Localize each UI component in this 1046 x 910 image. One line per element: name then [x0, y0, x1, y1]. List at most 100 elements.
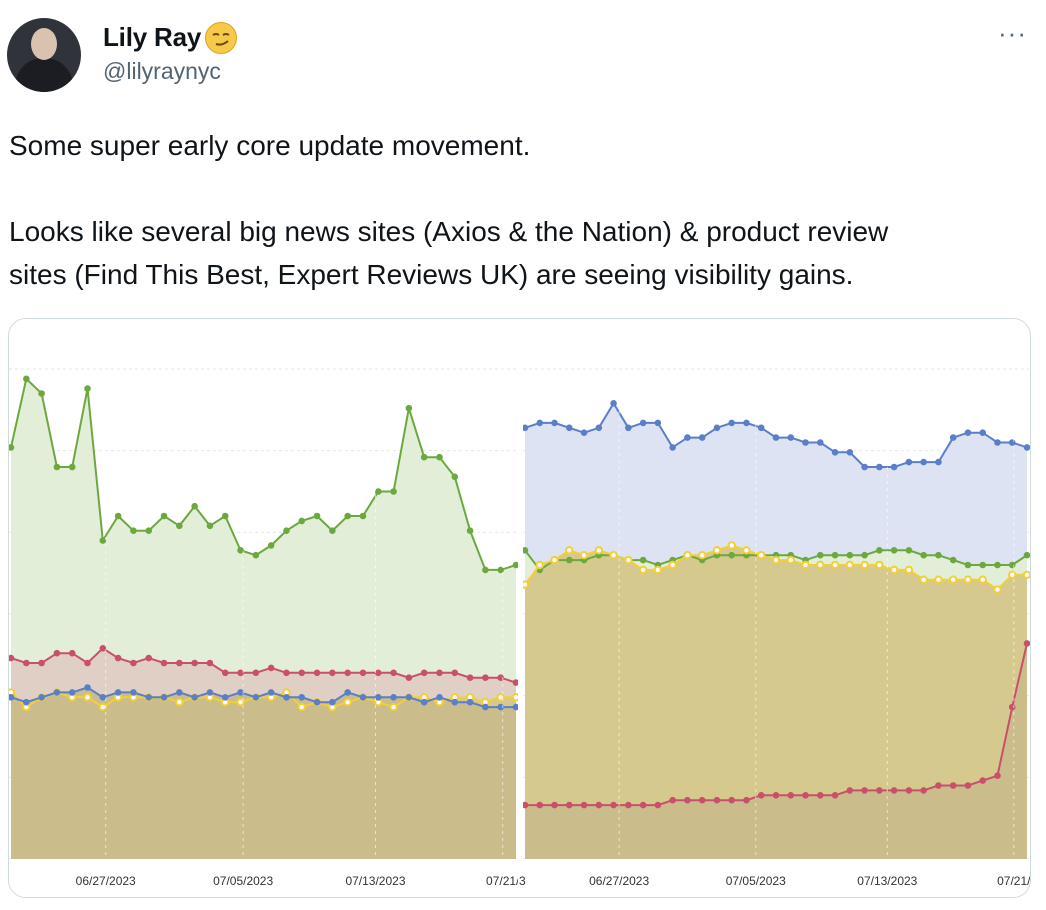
- data-point-blue: [84, 684, 91, 691]
- data-point-red: [920, 787, 927, 794]
- data-point-yellow: [609, 551, 618, 560]
- data-point-red: [595, 801, 603, 809]
- data-point-blue: [831, 449, 839, 456]
- data-point-yellow: [683, 551, 692, 560]
- data-point-yellow: [297, 702, 306, 712]
- data-point-red: [237, 669, 244, 677]
- data-point-red: [979, 777, 987, 784]
- data-point-red: [68, 649, 76, 657]
- data-point-yellow: [535, 560, 544, 570]
- data-point-blue: [466, 698, 474, 706]
- data-point-blue: [23, 698, 30, 706]
- data-point-yellow: [1022, 570, 1030, 579]
- x-tick-label: 07/21/: [486, 874, 520, 888]
- data-point-red: [267, 664, 275, 672]
- data-point-green: [565, 556, 573, 564]
- smirking-face-emoji-icon: [205, 22, 237, 54]
- data-point-blue: [994, 439, 1001, 446]
- data-point-green: [994, 561, 1001, 569]
- data-point-yellow: [948, 575, 958, 584]
- data-point-green: [482, 566, 489, 574]
- x-axis-band: [523, 859, 1029, 897]
- data-point-green: [876, 547, 883, 554]
- data-point-blue: [595, 424, 603, 432]
- data-point-blue: [654, 419, 662, 427]
- data-point-blue: [876, 463, 883, 471]
- data-point-red: [669, 796, 676, 804]
- data-point-red: [949, 782, 957, 789]
- data-point-red: [298, 669, 306, 677]
- media-card[interactable]: 06/27/2023 07/05/2023 07/13/2023 07/21/06/2…: [8, 318, 1031, 898]
- data-point-yellow: [83, 693, 92, 702]
- data-point-red: [313, 669, 321, 677]
- data-point-red: [114, 654, 122, 662]
- data-point-yellow: [236, 698, 245, 707]
- data-point-blue: [580, 429, 588, 436]
- author-handle[interactable]: @lilyraynyc: [103, 58, 221, 84]
- data-point-red: [1023, 640, 1030, 647]
- series-line-blue: [10, 686, 516, 709]
- series-line-green: [10, 376, 517, 571]
- tweet-text-line: Some super early core update movement.: [9, 130, 531, 161]
- data-point-blue: [298, 694, 306, 701]
- avatar[interactable]: [7, 18, 81, 92]
- data-point-green: [466, 527, 474, 534]
- data-point-blue: [846, 449, 854, 456]
- data-point-blue: [160, 694, 168, 701]
- data-point-blue: [816, 439, 824, 446]
- data-point-yellow: [963, 575, 973, 584]
- data-point-yellow: [712, 546, 722, 555]
- data-point-red: [390, 669, 397, 677]
- data-point-yellow: [801, 560, 810, 570]
- data-point-blue: [53, 689, 61, 696]
- data-point-blue: [935, 458, 942, 466]
- chart-panel-1: 06/27/2023 07/05/2023 07/13/2023 07/21/: [9, 319, 521, 897]
- data-point-red: [831, 792, 839, 799]
- data-point-green: [451, 473, 459, 481]
- data-point-yellow: [771, 555, 781, 565]
- more-options-icon[interactable]: ···: [998, 18, 1027, 48]
- data-point-red: [512, 679, 520, 686]
- data-point-yellow: [565, 546, 574, 555]
- data-point-blue: [237, 689, 244, 696]
- data-point-green: [145, 527, 153, 534]
- data-point-red: [466, 674, 474, 682]
- data-point-red: [145, 654, 153, 662]
- data-point-blue: [521, 424, 529, 432]
- data-point-green: [313, 512, 321, 520]
- data-point-blue: [1023, 444, 1030, 451]
- data-point-green: [436, 453, 443, 461]
- data-point-green: [846, 551, 854, 559]
- data-point-yellow: [860, 560, 869, 570]
- data-point-blue: [639, 419, 647, 427]
- data-point-red: [374, 669, 382, 677]
- data-point-yellow: [175, 698, 184, 707]
- data-point-blue: [451, 698, 459, 706]
- data-point-blue: [68, 689, 76, 696]
- series-area-blue: [11, 687, 516, 859]
- data-point-red: [772, 792, 780, 799]
- chart-image: 06/27/2023 07/05/2023 07/13/2023 07/21/06/2…: [9, 319, 1030, 897]
- author-name[interactable]: Lily Ray: [103, 22, 202, 52]
- data-point-blue: [669, 444, 676, 451]
- avatar-face-shape: [31, 28, 57, 60]
- data-point-red: [130, 659, 137, 667]
- data-point-yellow: [816, 560, 825, 570]
- data-point-blue: [497, 703, 504, 711]
- data-point-green: [99, 537, 107, 544]
- data-point-yellow: [98, 702, 108, 712]
- data-point-yellow: [638, 565, 648, 575]
- data-point-green: [935, 551, 942, 559]
- data-point-blue: [964, 429, 972, 436]
- data-point-red: [698, 796, 706, 804]
- data-point-red: [344, 669, 351, 677]
- data-point-blue: [905, 458, 913, 466]
- data-point-red: [84, 659, 91, 667]
- data-point-blue: [743, 419, 750, 427]
- data-point-blue: [283, 694, 290, 701]
- data-point-green: [283, 527, 290, 534]
- data-point-red: [964, 782, 972, 789]
- data-point-green: [521, 547, 529, 554]
- data-point-green: [359, 512, 367, 520]
- data-point-yellow: [786, 555, 795, 565]
